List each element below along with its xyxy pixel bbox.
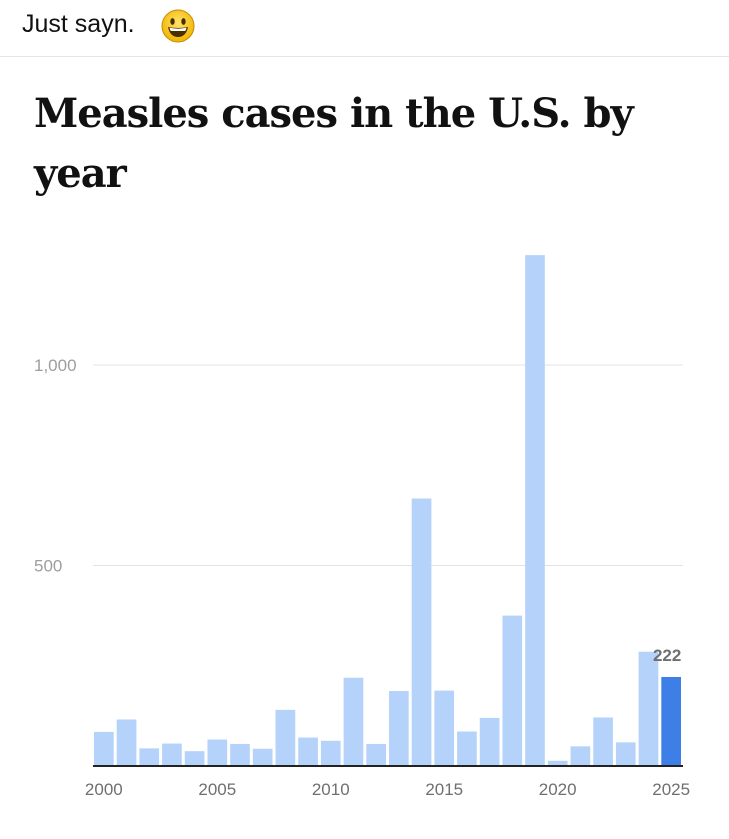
bar [94, 731, 114, 766]
x-tick-label: 2015 [425, 780, 463, 799]
bar [298, 737, 318, 766]
bar [207, 739, 228, 766]
bar [343, 677, 364, 766]
bar [411, 498, 432, 766]
bar [570, 746, 591, 766]
bar [184, 751, 205, 766]
grinning-face-icon [161, 9, 195, 43]
bar [116, 719, 137, 766]
bar [366, 743, 386, 766]
bar [162, 743, 182, 766]
bar [320, 740, 341, 766]
post-text: Just sayn. [22, 10, 135, 38]
bar [139, 748, 160, 766]
bar [615, 742, 636, 766]
bar [547, 760, 568, 766]
bar [593, 717, 613, 766]
post-header: Just sayn. [0, 0, 729, 57]
x-tick-label: 2020 [539, 780, 577, 799]
bar [525, 255, 545, 766]
x-tick-label: 2010 [312, 780, 350, 799]
bar [638, 651, 659, 766]
bar [502, 615, 523, 766]
y-tick-label: 1,000 [34, 356, 77, 375]
bar [434, 690, 455, 766]
y-tick-label: 500 [34, 557, 62, 576]
bar [457, 731, 477, 766]
x-tick-label: 2000 [85, 780, 123, 799]
bar [389, 691, 409, 766]
bar [275, 709, 296, 766]
data-label: 222 [653, 646, 681, 665]
bar [479, 717, 500, 766]
bar [252, 748, 273, 766]
x-tick-label: 2005 [198, 780, 236, 799]
x-tick-label: 2025 [652, 780, 690, 799]
bar [230, 743, 250, 766]
chart-title: Measles cases in the U.S. by year [34, 90, 634, 197]
highlight-bar [661, 676, 681, 766]
